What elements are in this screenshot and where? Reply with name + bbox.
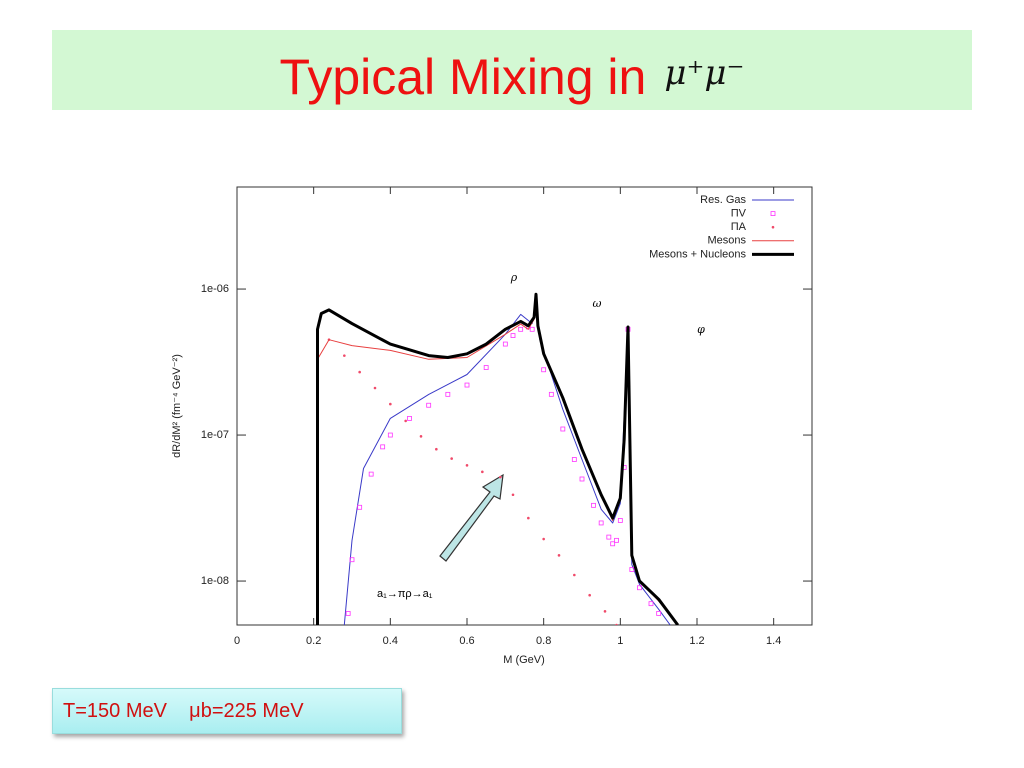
x-tick-label: 0.6 — [459, 635, 474, 647]
series-marker — [656, 611, 662, 616]
series-marker — [481, 470, 484, 474]
title-bar: Typical Mixing in μ⁺μ⁻ — [52, 30, 972, 110]
legend-label: Mesons — [707, 235, 746, 247]
x-tick-label: 0.4 — [383, 635, 398, 647]
series-marker — [606, 534, 612, 540]
series-marker — [511, 493, 515, 497]
series-marker — [404, 419, 407, 423]
slide-title: Typical Mixing in — [279, 49, 647, 105]
rho-label: ρ — [510, 271, 518, 284]
series-marker — [389, 402, 392, 406]
series-marker — [614, 537, 619, 543]
series-marker — [629, 567, 635, 572]
series-marker — [387, 432, 393, 438]
a1-annotation: a₁→πρ→a₁ — [377, 588, 433, 600]
omega-label: ω — [593, 297, 602, 310]
series-marker — [615, 623, 618, 625]
series-marker — [343, 354, 346, 357]
series-line — [316, 292, 680, 625]
series-marker — [345, 611, 351, 616]
series-marker — [450, 457, 453, 460]
series-marker — [445, 391, 451, 397]
series-marker — [637, 585, 642, 591]
series-marker — [571, 457, 577, 462]
series-marker — [529, 326, 535, 332]
series-marker — [499, 475, 502, 479]
parameter-text: T=150 MeV μb=225 MeV — [63, 700, 304, 722]
series-marker — [603, 610, 607, 613]
parameter-box: T=150 MeV μb=225 MeV — [52, 688, 402, 734]
series-marker — [483, 365, 489, 370]
series-marker — [548, 391, 554, 397]
x-tick-label: 0.2 — [306, 635, 321, 647]
series-marker — [373, 386, 377, 390]
series-marker — [542, 537, 545, 541]
slide-title-row: Typical Mixing in μ⁺μ⁻ — [52, 30, 972, 110]
x-axis-label: M (GeV) — [503, 654, 545, 666]
series-marker — [464, 382, 470, 388]
series-marker — [648, 601, 654, 607]
series-marker — [588, 593, 591, 597]
series-marker — [560, 426, 566, 432]
series-marker — [357, 504, 363, 510]
x-tick-label: 0.8 — [536, 635, 551, 647]
title-math: μ⁺μ⁻ — [664, 53, 745, 93]
series-marker — [407, 416, 412, 421]
series-marker — [419, 435, 423, 438]
series-marker — [617, 518, 623, 523]
legend-label: ΠV — [731, 208, 747, 220]
series-marker — [465, 464, 469, 467]
y-tick-label: 1e-08 — [201, 575, 229, 587]
series-marker — [579, 476, 585, 482]
plot-frame — [236, 186, 813, 626]
series-marker — [380, 444, 386, 450]
series-marker — [573, 573, 576, 577]
y-tick-label: 1e-06 — [201, 283, 229, 295]
series-marker — [610, 541, 616, 547]
series-marker — [510, 333, 516, 338]
legend-label: Mesons + Nucleons — [649, 248, 746, 260]
legend-label: Res. Gas — [700, 194, 746, 206]
y-tick-label: 1e-07 — [201, 429, 229, 441]
series-marker — [557, 554, 561, 557]
arrow — [439, 473, 504, 562]
x-tick-label: 1 — [617, 635, 623, 647]
y-axis-label: dR/dM² (fm⁻⁴ GeV⁻²) — [171, 354, 183, 458]
series-marker — [598, 520, 604, 526]
series-marker — [541, 367, 547, 373]
series-marker — [435, 447, 438, 451]
series-marker — [502, 341, 508, 347]
x-tick-label: 1.2 — [689, 635, 704, 647]
series-marker — [358, 370, 361, 374]
phi-label: φ — [697, 323, 705, 336]
x-tick-label: 1.4 — [766, 635, 781, 647]
series-marker — [426, 402, 432, 408]
legend-swatch — [770, 211, 776, 217]
x-tick-label: 0 — [234, 635, 240, 647]
legend-swatch — [771, 225, 775, 229]
series-marker — [527, 516, 530, 520]
legend-label: ΠA — [731, 221, 747, 233]
series-marker — [518, 326, 524, 332]
series-marker — [591, 502, 596, 508]
series-marker — [349, 557, 355, 563]
series-marker — [368, 471, 374, 477]
